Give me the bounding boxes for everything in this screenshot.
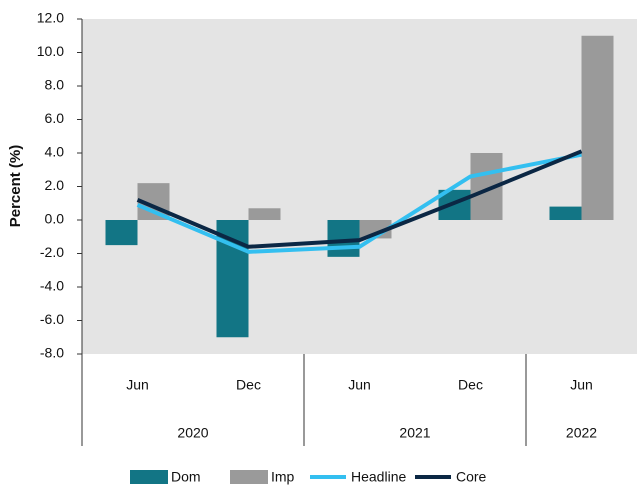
- group-label: 2022: [566, 425, 597, 441]
- y-tick-label: 10.0: [37, 43, 64, 59]
- x-tick-label: Jun: [126, 377, 149, 393]
- bar: [549, 206, 582, 220]
- legend-label: Imp: [271, 469, 295, 485]
- y-tick-label: 2.0: [45, 177, 65, 193]
- y-tick-label: 0.0: [45, 211, 65, 227]
- plot-area: [82, 19, 637, 354]
- legend-label: Dom: [171, 469, 201, 485]
- bar: [105, 220, 138, 246]
- bar: [248, 208, 281, 220]
- y-tick-label: 4.0: [45, 144, 65, 160]
- bar: [581, 35, 614, 220]
- x-tick-label: Dec: [458, 377, 483, 393]
- bar: [216, 220, 249, 338]
- legend-label: Core: [456, 469, 487, 485]
- group-label: 2020: [177, 425, 208, 441]
- line: [136, 152, 582, 254]
- legend-swatch: [130, 470, 168, 484]
- y-tick-label: -6.0: [40, 311, 64, 327]
- group-label: 2021: [399, 425, 430, 441]
- line: [136, 149, 583, 249]
- legend-swatch: [230, 470, 268, 484]
- y-tick-label: 6.0: [45, 110, 65, 126]
- y-tick-label: -4.0: [40, 278, 64, 294]
- y-tick-label: 8.0: [45, 77, 65, 93]
- legend-label: Headline: [351, 469, 406, 485]
- x-tick-label: Jun: [348, 377, 371, 393]
- x-tick-label: Dec: [236, 377, 261, 393]
- y-tick-label: 12.0: [37, 10, 64, 26]
- y-axis-title: Percent (%): [7, 145, 24, 228]
- y-tick-label: -8.0: [40, 345, 64, 361]
- y-tick-label: -2.0: [40, 244, 64, 260]
- x-tick-label: Jun: [570, 377, 593, 393]
